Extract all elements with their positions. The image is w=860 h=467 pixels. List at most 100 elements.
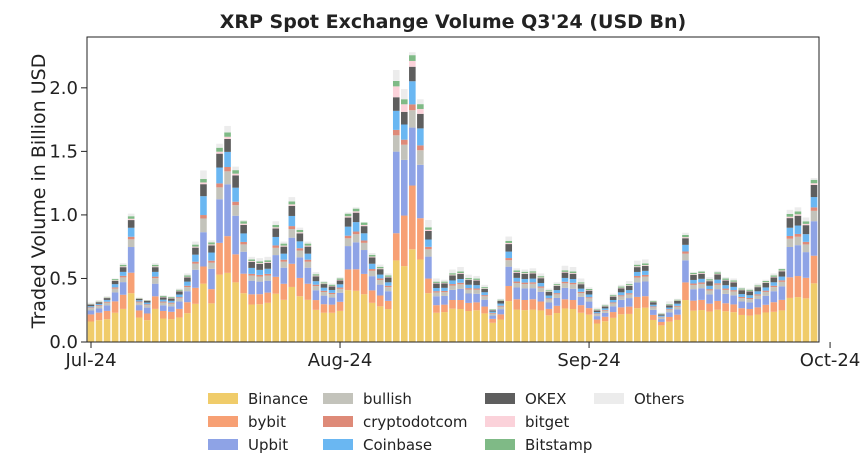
bar-segment-okex [376,269,384,275]
bar-segment-bitget [505,242,513,245]
bar-segment-bybit [738,308,745,315]
bar-segment-okex [168,298,175,301]
bar-segment-coinbase [368,263,376,270]
bar-segment-bybit [489,318,496,323]
bar-segment-others [288,197,296,202]
bar-segment-okex [264,262,272,269]
bar-segment-upbit [778,286,786,300]
bar-segment-binance [650,319,657,342]
bar-segment-bitget [481,288,488,289]
bar-segment-bitstamp [296,229,304,233]
bar-segment-coinbase [601,308,609,310]
bar-segment-bitget [192,246,199,248]
bar-segment-binance [384,309,392,342]
bar-segment-upbit [682,260,689,283]
bar-segment-bybit [216,242,223,275]
bar-segment-bullish [473,289,480,294]
bar-segment-bitget [232,173,239,176]
bar-segment-bullish [730,291,737,296]
bar-segment-others [497,298,504,300]
bar-segment-coinbase [127,227,135,237]
bar-segment-okex [746,291,754,296]
bar-segment-bybit [714,300,721,310]
bar-segment-binance [304,299,312,342]
bar-segment-bybit [280,283,288,300]
bar-segment-upbit [730,295,737,305]
bar-segment-coinbase [176,294,183,298]
bar-segment-coinbase [658,315,665,317]
bar-segment-bitstamp [352,208,360,212]
bar-segment-others [585,287,593,289]
bar-segment-cryptodotcom [176,297,183,299]
bar-segment-bitget [465,279,472,281]
bar-segment-binance [489,322,496,342]
bar-segment-okex [529,273,537,279]
bar-segment-others [762,279,770,282]
bar-segment-okex [465,280,472,285]
legend-swatch-bullish [323,393,353,404]
bar-segment-cryptodotcom [666,309,673,310]
bar-segment-others [336,277,344,279]
bar-segment-coinbase [666,307,673,310]
bar-segment-bitstamp [722,278,729,280]
bar-segment-bybit [601,316,609,322]
bar-segment-coinbase [746,295,754,298]
bar-segment-others [127,213,135,217]
bar-segment-binance [449,308,456,342]
bar-segment-binance [730,312,737,342]
bar-segment-cryptodotcom [425,246,432,250]
bar-segment-bitstamp [609,295,617,297]
bar-segment-bullish [160,302,167,306]
bar-segment-upbit [127,247,135,273]
bar-segment-binance [577,312,585,342]
bar-segment-bitget [425,229,432,231]
bar-segment-bybit [682,282,689,301]
bar-segment-bybit [304,283,312,300]
bar-segment-upbit [200,232,207,267]
bar-segment-bybit [481,306,488,314]
bar-segment-okex [296,233,304,242]
bar-segment-okex [481,288,488,293]
bar-segment-bullish [256,276,263,282]
bar-segment-cryptodotcom [762,290,770,292]
bar-segment-bybit [642,296,649,308]
bar-segment-bybit [409,185,416,250]
bar-segment-bullish [593,314,601,317]
bar-segment-okex [216,153,223,168]
bar-segment-bybit [690,300,697,311]
bar-segment-bullish [368,270,376,277]
bar-segment-bybit [521,299,529,311]
bar-segment-bybit [762,304,770,313]
bar-segment-bybit [384,300,392,310]
bar-segment-bullish [545,299,553,303]
bar-segment-bitget [577,283,585,285]
bar-segment-okex [368,257,376,264]
bar-segment-coinbase [304,253,312,260]
bar-segment-okex [601,306,609,309]
bar-segment-bitstamp [312,274,320,276]
bar-segment-bitget [553,285,561,286]
bar-segment-bullish [537,287,545,292]
bar-segment-coinbase [232,187,239,202]
bar-segment-cryptodotcom [360,240,368,243]
bar-segment-cryptodotcom [280,259,288,262]
bar-segment-okex [119,267,127,272]
bar-segment-bitstamp [168,297,175,299]
bar-segment-cryptodotcom [264,273,272,276]
bar-segment-binance [633,308,641,342]
bar-segment-coinbase [593,312,601,314]
bar-segment-cryptodotcom [617,295,625,297]
bar-segment-bitget [473,279,480,281]
bar-segment-okex [417,113,424,129]
bar-segment-upbit [433,296,440,306]
bar-segment-upbit [609,306,617,313]
bar-segment-cryptodotcom [417,145,424,151]
bar-segment-bitstamp [376,266,384,269]
bar-segment-coinbase [473,285,480,289]
bar-segment-binance [417,259,424,342]
bar-segment-upbit [119,282,127,295]
bar-segment-coinbase [151,271,159,277]
bar-segment-bitget [433,282,440,284]
bar-segment-bullish [770,287,778,292]
bar-segment-bullish [465,289,472,294]
